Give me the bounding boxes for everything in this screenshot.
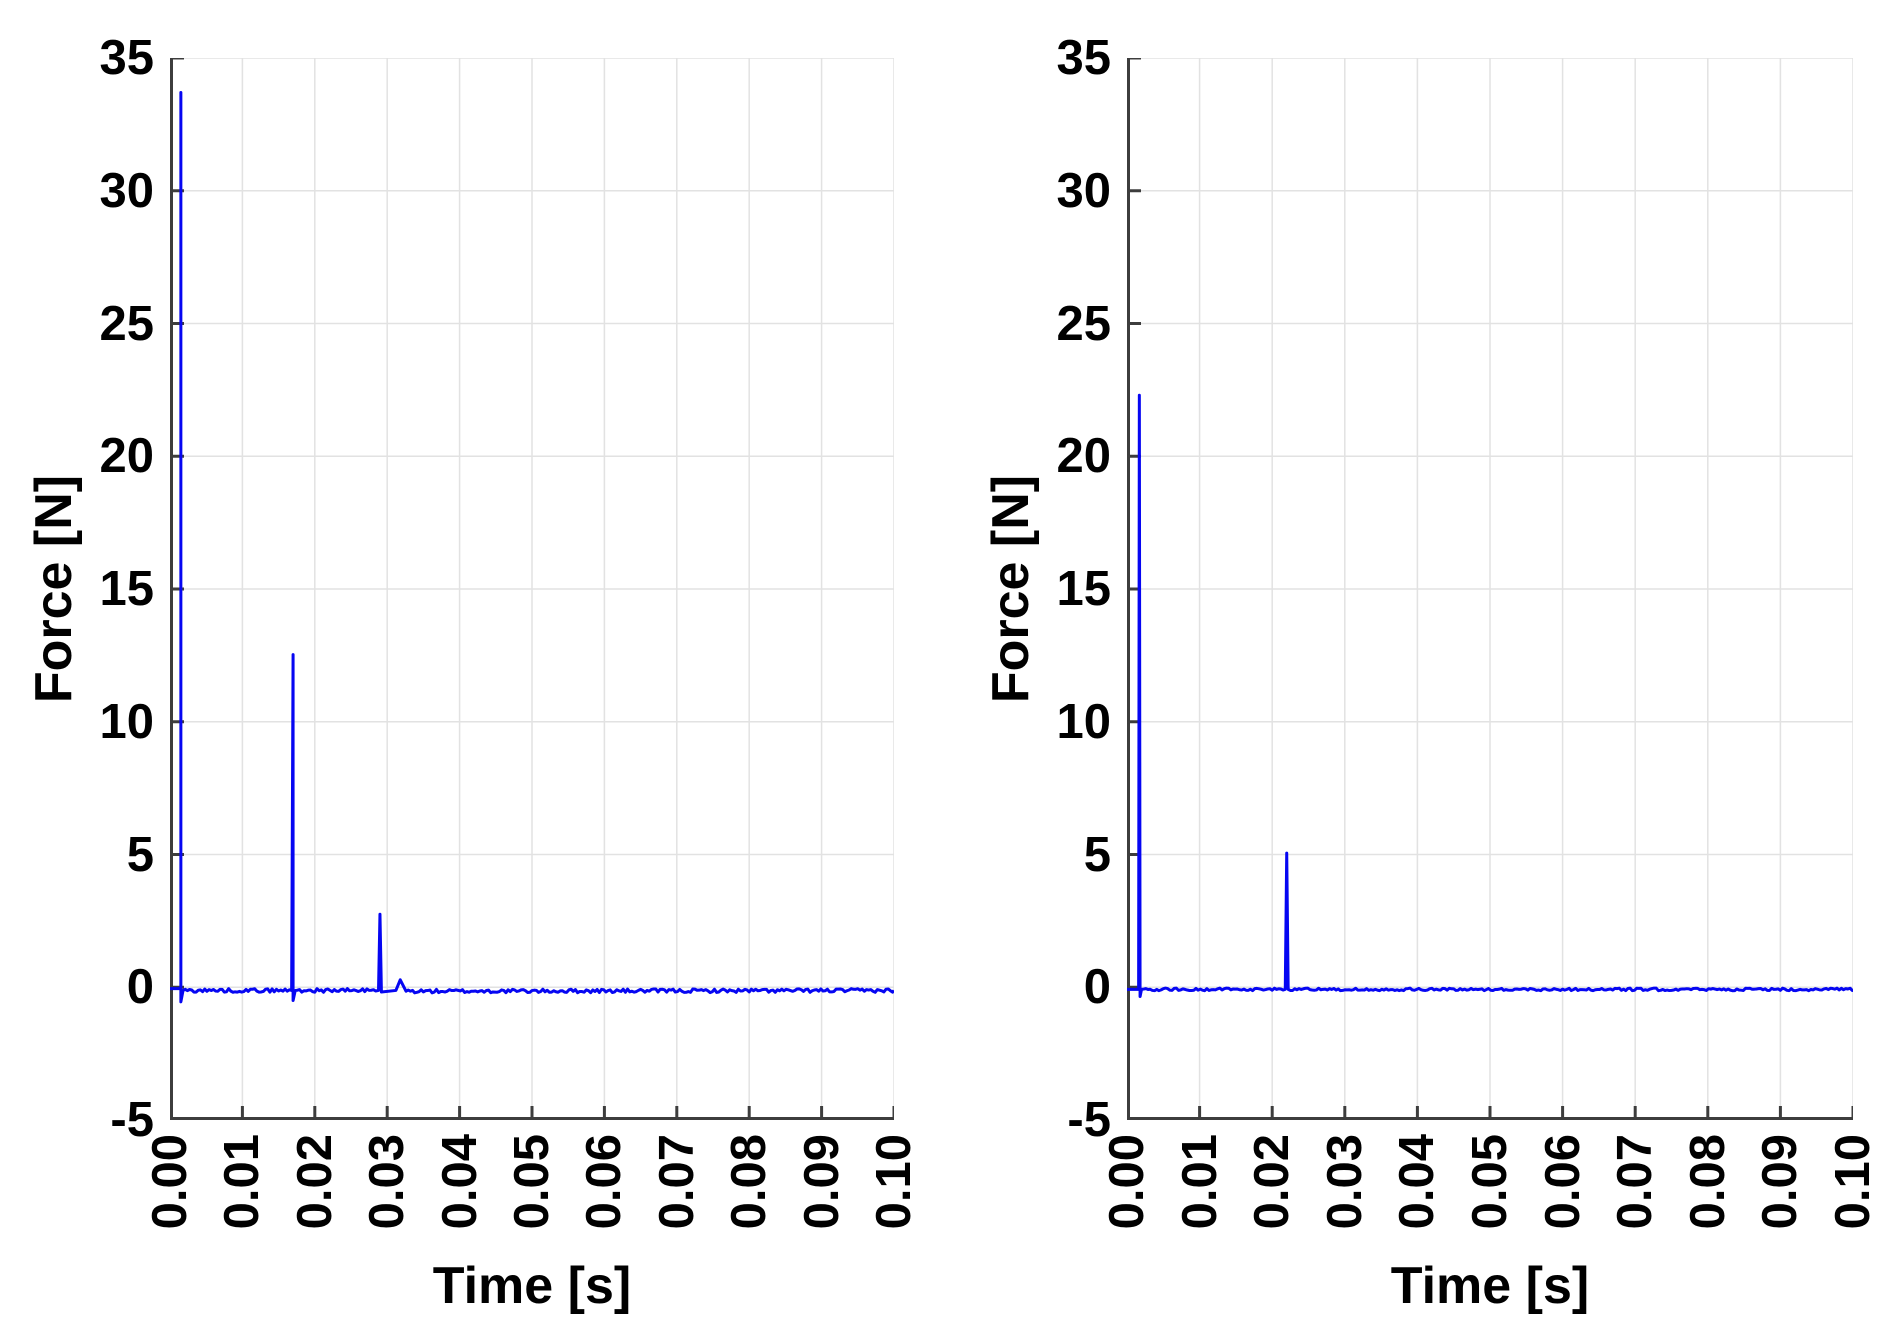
force-trace [170,91,894,1004]
x-tick-label: 0.00 [1100,1134,1154,1230]
axes-canvas [170,58,894,1120]
x-tick-label: 0.07 [649,1134,704,1230]
y-tick-label: 25 [1056,296,1111,351]
right-plot [1127,58,1853,1120]
x-tick-label: 0.06 [1535,1134,1590,1230]
y-tick-label: 20 [1056,429,1111,484]
x-tick-label: 0.04 [432,1134,487,1230]
y-tick-label: 25 [99,296,154,351]
y-tick-label: 35 [1056,31,1111,85]
x-tick-label: 0.05 [505,1134,559,1230]
x-tick-label: 0.01 [215,1134,270,1230]
y-tick-label: 5 [126,827,154,882]
x-tick-label: 0.00 [143,1134,197,1230]
x-tick-label: 0.04 [1390,1134,1445,1230]
right-xaxis-title: Time [s] [1390,1257,1590,1315]
y-tick-label: 15 [99,562,154,616]
y-tick-label: 5 [1083,827,1111,882]
y-tick-label: 30 [99,163,154,218]
left-plot [170,58,894,1120]
x-tick-label: 0.05 [1463,1134,1517,1230]
x-tick-label: 0.01 [1172,1134,1227,1230]
axes-canvas [1127,58,1853,1120]
force-trace [1127,393,1853,999]
y-tick-label: 0 [1083,960,1111,1015]
y-tick-label: 35 [99,31,154,85]
y-tick-label: 15 [1056,562,1111,616]
x-tick-label: 0.08 [1680,1134,1735,1230]
x-tick-label: 0.03 [1317,1134,1372,1230]
y-tick-label: 30 [1056,163,1111,218]
y-tick-label: -5 [1067,1093,1111,1147]
y-tick-label: 10 [1056,694,1111,749]
x-tick-label: 0.02 [1245,1134,1300,1230]
x-tick-label: 0.08 [722,1134,777,1230]
x-tick-label: 0.07 [1608,1134,1663,1230]
x-tick-label: 0.02 [287,1134,342,1230]
y-tick-label: 10 [99,694,154,749]
x-tick-label: 0.10 [867,1134,921,1230]
x-tick-label: 0.06 [577,1134,632,1230]
y-tick-label: -5 [110,1093,154,1147]
x-tick-label: 0.09 [1753,1134,1808,1230]
x-tick-label: 0.09 [794,1134,849,1230]
x-tick-label: 0.03 [360,1134,415,1230]
y-tick-label: 20 [99,429,154,484]
x-tick-label: 0.10 [1826,1134,1880,1230]
y-tick-label: 0 [126,960,154,1015]
left-xaxis-title: Time [s] [432,1257,632,1315]
